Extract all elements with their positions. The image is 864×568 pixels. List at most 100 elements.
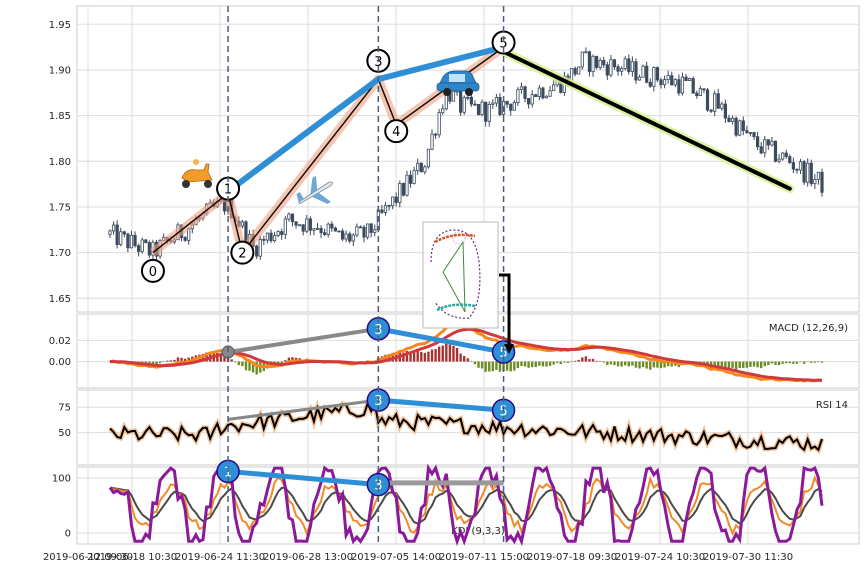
macd-histogram-bar xyxy=(158,361,162,364)
kdj-label: KDJ (9,3,3) xyxy=(451,526,505,537)
candle-body xyxy=(541,87,545,99)
x-tick-label: 2019-07-11 15:00 xyxy=(439,552,529,563)
macd-histogram-bar xyxy=(727,361,731,369)
candle-body xyxy=(798,161,803,171)
airplane-tail xyxy=(296,192,304,202)
candle-body xyxy=(240,221,244,227)
candle-body xyxy=(516,89,520,103)
candle-body xyxy=(648,81,652,87)
car-wheel-back xyxy=(443,88,451,96)
rsi-ytick-label: 50 xyxy=(58,428,71,439)
candle-body xyxy=(416,162,420,172)
candle-body xyxy=(362,226,366,238)
candle-body xyxy=(652,67,656,87)
macd-histogram-bar xyxy=(717,361,720,368)
candle-body xyxy=(358,226,363,229)
candle-body xyxy=(773,140,778,162)
macd-histogram-bar xyxy=(420,351,423,362)
macd-histogram-bar xyxy=(563,361,566,363)
rsi-ytick-label: 75 xyxy=(58,403,71,414)
candle-body xyxy=(255,245,259,257)
macd-histogram-bar xyxy=(777,361,781,366)
macd-histogram-bar xyxy=(430,349,434,362)
macd-histogram-bar xyxy=(405,350,409,362)
wave-marker-3-label: 3 xyxy=(374,55,382,70)
price-ytick-label: 1.85 xyxy=(49,111,71,122)
candle-body xyxy=(616,66,620,72)
macd-histogram-bar xyxy=(495,361,498,370)
candle-body xyxy=(727,117,731,122)
macd-histogram-bar xyxy=(595,360,598,362)
candle-body xyxy=(705,89,710,111)
wave-marker-2 xyxy=(230,240,255,265)
candle-body xyxy=(580,51,584,68)
macd-histogram-bar xyxy=(774,361,777,365)
candle-body xyxy=(752,132,756,138)
macd-histogram-bar xyxy=(169,360,173,362)
roller-coaster-loop xyxy=(452,231,466,245)
candle-body xyxy=(280,231,284,235)
macd-histogram-bar xyxy=(534,361,537,368)
candle-body xyxy=(272,235,277,242)
rsi-blue-trend xyxy=(378,397,504,413)
macd-histogram-bar xyxy=(763,361,766,367)
candle-body xyxy=(759,146,763,154)
macd-histogram-bar xyxy=(656,361,659,368)
candle-body xyxy=(133,234,137,247)
candle-body xyxy=(326,223,330,235)
candle-body xyxy=(537,87,541,97)
candle-body xyxy=(781,152,785,160)
x-tick-label: 2019-07-30 11:30 xyxy=(703,552,793,563)
macd-histogram-bar xyxy=(251,361,255,373)
candle-body xyxy=(548,90,552,97)
macd-histogram-bar xyxy=(484,361,487,372)
candle-body xyxy=(469,96,473,105)
roller-coaster-icon xyxy=(422,221,499,329)
candle-body xyxy=(287,213,291,220)
candle-body xyxy=(802,161,806,183)
candle-body xyxy=(305,218,309,232)
candle-body xyxy=(262,238,266,241)
candle-body xyxy=(258,238,262,257)
candle-body xyxy=(408,174,413,184)
candle-body xyxy=(340,230,345,240)
macd-histogram-bar xyxy=(734,361,738,370)
wave-marker-2-label: 2 xyxy=(238,247,246,262)
candle-body xyxy=(605,64,609,76)
macd-histogram-bar xyxy=(427,351,430,362)
x-tick-label: 2019-06-18 10:30 xyxy=(87,552,177,563)
macd-histogram-bar xyxy=(520,361,523,367)
price-ytick-label: 1.70 xyxy=(49,248,71,259)
candle-body xyxy=(677,79,681,94)
kdj-marker-3 xyxy=(366,472,391,497)
macd-histogram-bar xyxy=(820,361,824,363)
candle-body xyxy=(634,61,638,81)
macd-histogram-bar xyxy=(616,361,620,367)
macd-histogram-bar xyxy=(817,361,820,362)
macd-histogram-bar xyxy=(770,361,774,364)
candle-body xyxy=(637,76,642,81)
x-tick-label: 2019-07-18 09:30 xyxy=(527,552,617,563)
candle-body xyxy=(298,224,302,227)
candle-body xyxy=(820,171,824,193)
macd-histogram-bar xyxy=(470,361,473,362)
macd-histogram-bar xyxy=(284,360,287,362)
candle-body xyxy=(666,75,670,80)
macd-histogram-bar xyxy=(448,344,452,362)
macd-histogram-bar xyxy=(523,361,527,367)
rsi-label: RSI 14 xyxy=(816,400,848,411)
candle-body xyxy=(144,239,148,243)
candle-body xyxy=(122,231,126,235)
macd-histogram-bar xyxy=(581,357,584,362)
scooter-wheel-back xyxy=(182,180,190,188)
macd-histogram-bar xyxy=(752,361,756,367)
macd-histogram-bar xyxy=(767,361,770,366)
macd-histogram-bar xyxy=(649,361,652,370)
candle-body xyxy=(670,75,674,86)
candle-body xyxy=(383,204,388,213)
candle-body xyxy=(713,93,717,112)
candle-body xyxy=(645,65,649,83)
macd-histogram-bar xyxy=(241,361,244,367)
candle-body xyxy=(412,170,416,184)
candle-body xyxy=(684,76,688,82)
